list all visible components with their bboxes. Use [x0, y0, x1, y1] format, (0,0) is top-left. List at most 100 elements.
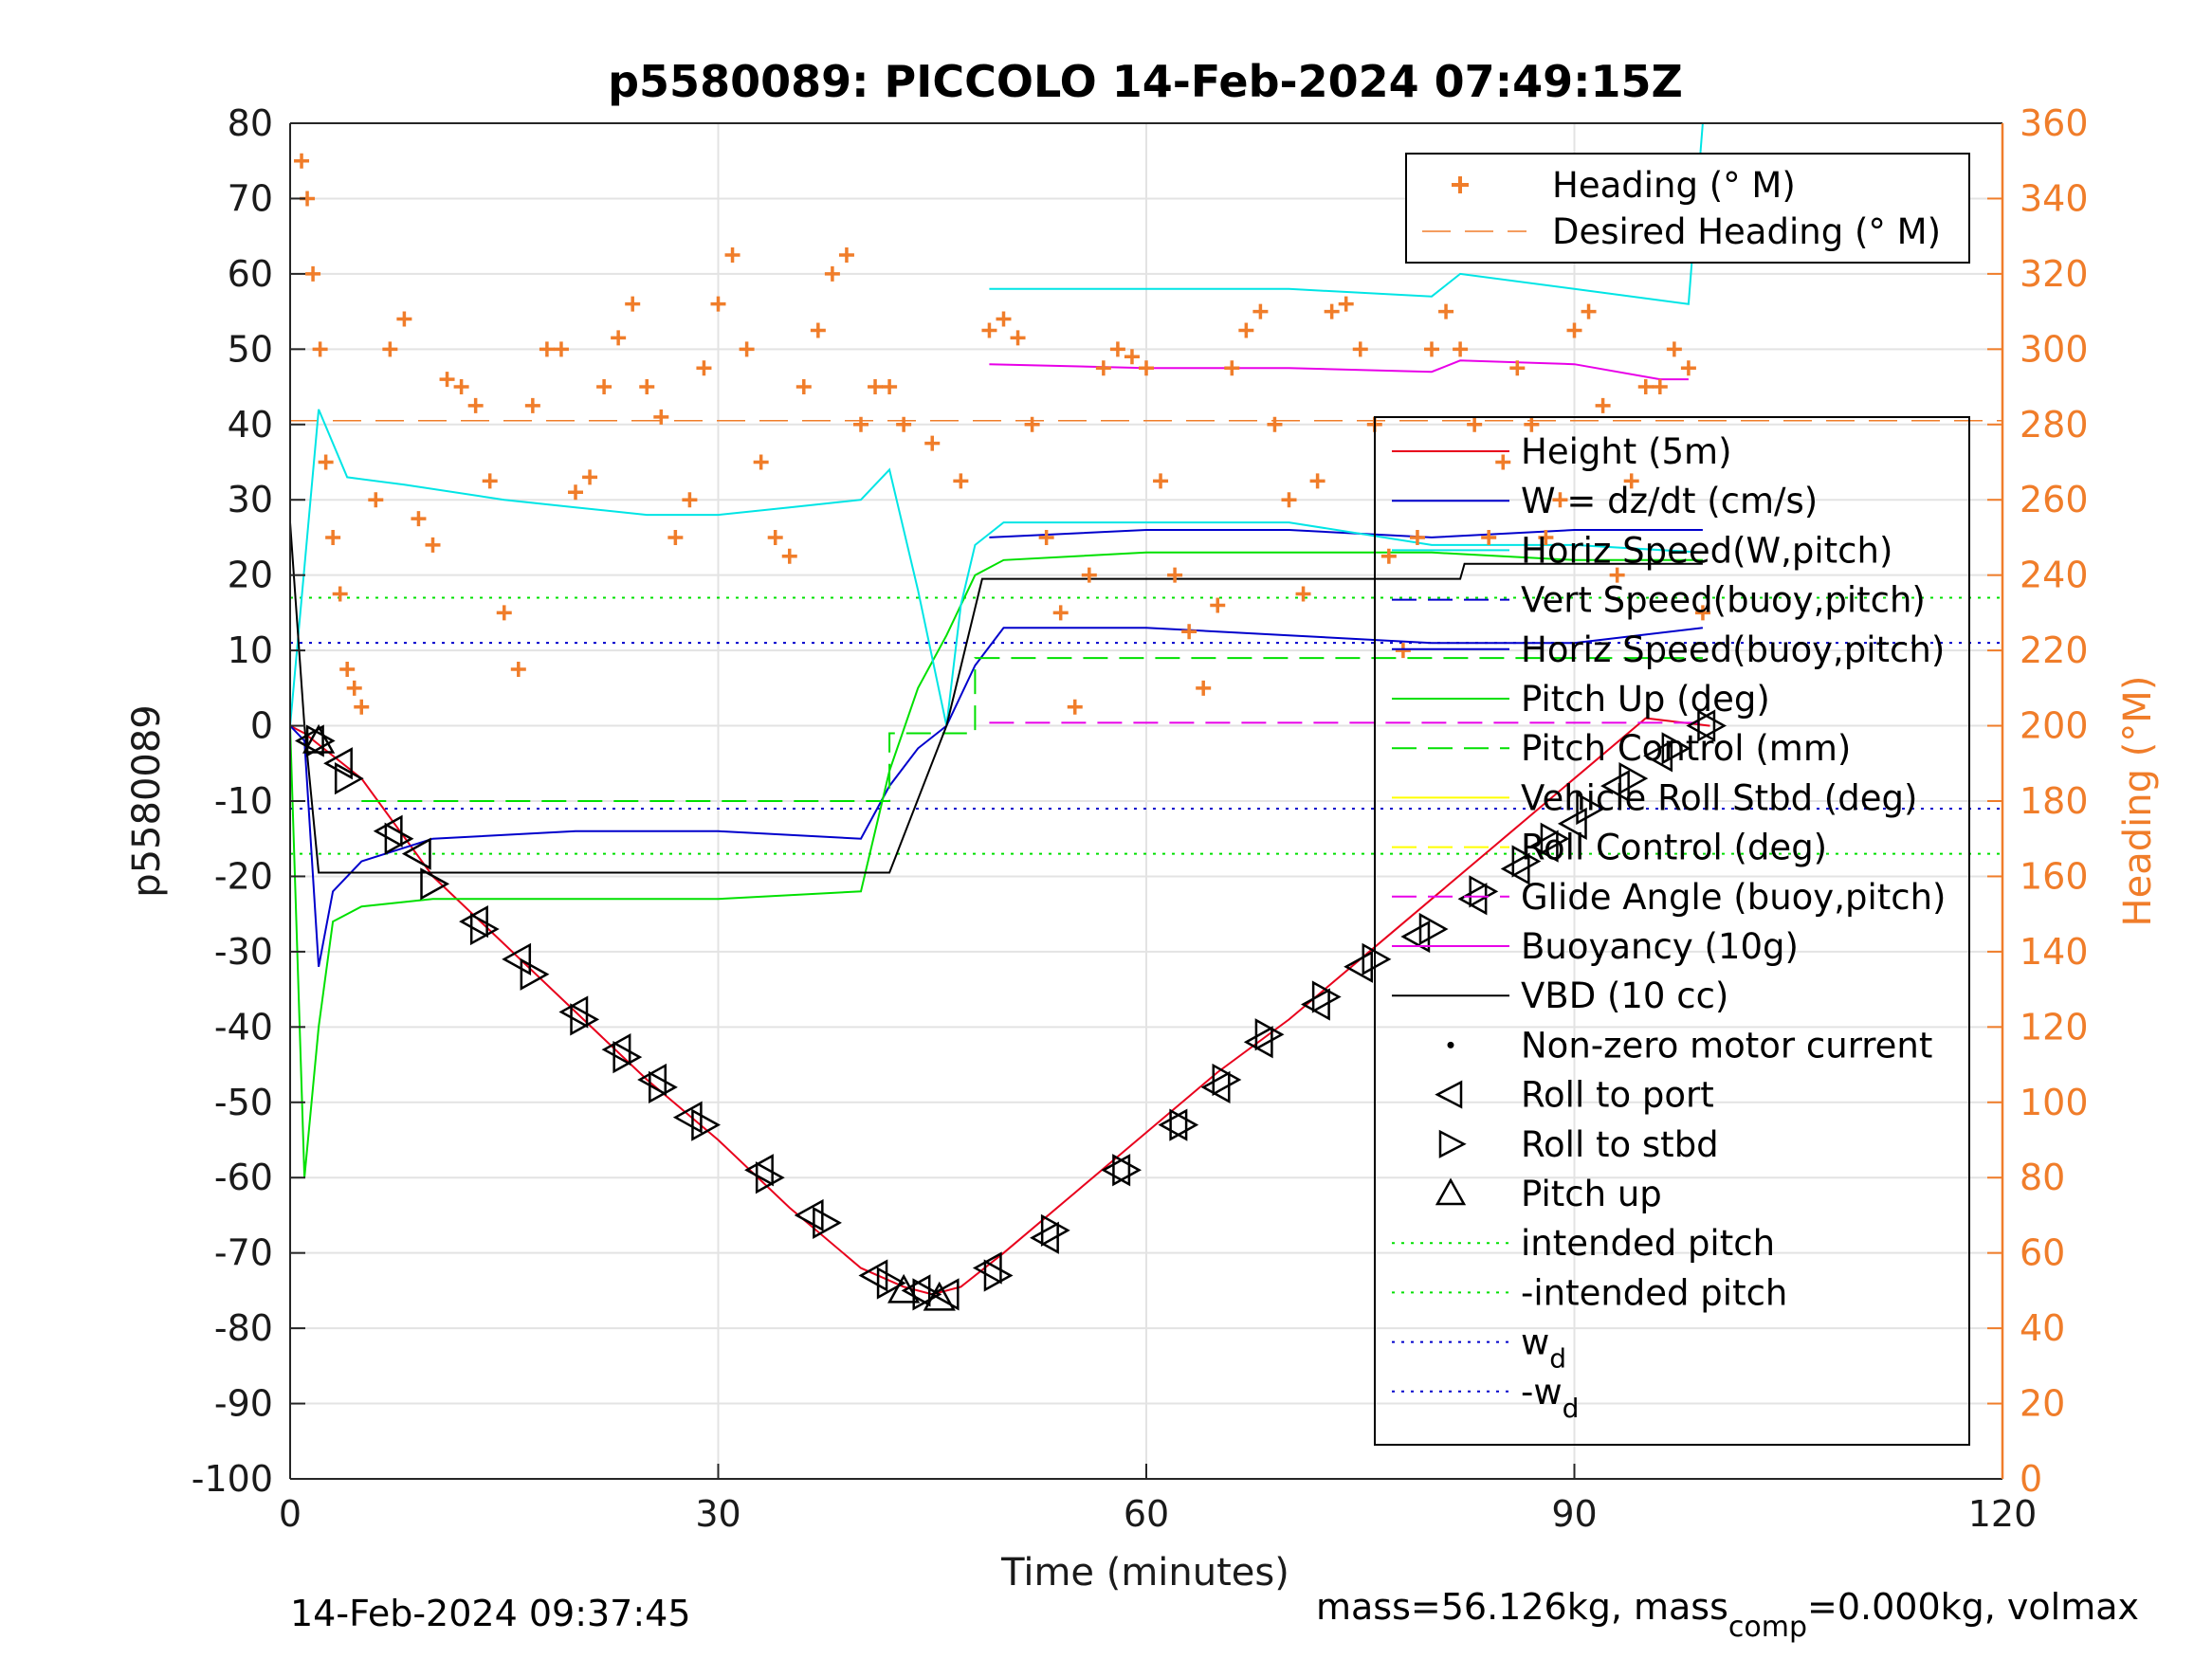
y2-tick-label: 0 — [2020, 1458, 2042, 1500]
heading-point — [1395, 643, 1411, 659]
legend-label: Horiz Speed(buoy,pitch) — [1521, 629, 1945, 670]
heading-point — [1424, 341, 1439, 357]
heading-point — [1095, 360, 1111, 376]
heading-point — [482, 473, 498, 489]
series-line — [989, 123, 1704, 305]
roll-stbd-marker — [469, 912, 500, 946]
roll-stbd-marker — [876, 1267, 906, 1300]
roll-stbd-marker — [612, 1040, 643, 1074]
heading-point — [305, 265, 321, 282]
y2-tick-label: 80 — [2020, 1157, 2065, 1198]
roll-port-marker — [1400, 920, 1431, 954]
heading-point — [1467, 416, 1483, 432]
roll-stbd-marker — [1469, 875, 1499, 908]
y-tick-label: -90 — [214, 1383, 273, 1425]
heading-point — [1196, 680, 1212, 696]
roll-stbd-marker — [1418, 912, 1449, 946]
roll-stbd-marker — [1540, 822, 1570, 855]
heading-point — [453, 379, 469, 395]
heading-point — [1109, 341, 1125, 357]
heading-point — [1181, 624, 1197, 640]
heading-point — [625, 296, 641, 312]
heading-point — [1010, 330, 1026, 346]
x-tick-label: 30 — [695, 1493, 740, 1535]
y-tick-label: -20 — [214, 855, 273, 897]
legend-label: Pitch Up (deg) — [1521, 679, 1770, 720]
legend-heading-swatch — [1452, 176, 1469, 193]
y-tick-label: 40 — [228, 404, 273, 446]
heading-layer — [294, 153, 1710, 715]
legend-label: W = dz/dt (cm/s) — [1521, 481, 1818, 521]
heading-point — [1338, 296, 1354, 312]
heading-point — [767, 529, 783, 545]
heading-point — [1352, 341, 1368, 357]
roll-stbd-marker — [813, 1206, 842, 1240]
heading-point — [1038, 529, 1054, 545]
y-tick-label: 70 — [228, 177, 273, 219]
heading-point — [325, 529, 341, 545]
heading-point — [810, 322, 826, 338]
roll-port-marker — [1557, 807, 1587, 840]
heading-point — [1324, 303, 1340, 319]
roll-port-marker — [401, 837, 431, 870]
roll-stbd-marker — [649, 1070, 678, 1104]
y2-tick-label: 320 — [2020, 253, 2089, 295]
heading-point — [1694, 605, 1710, 621]
heading-point — [1167, 567, 1183, 583]
roll-port-marker — [1030, 1221, 1059, 1254]
legend-heading-label: Heading (° M) — [1552, 165, 1796, 206]
roll-port-marker — [1158, 1108, 1188, 1141]
legend-label: Buoyancy (10g) — [1521, 926, 1799, 967]
heading-point — [582, 469, 598, 485]
roll-port-marker — [1600, 769, 1630, 803]
heading-point — [653, 409, 669, 425]
axes-frame — [289, 122, 2004, 1480]
y2-tick-label: 60 — [2020, 1232, 2065, 1274]
roll-stbd-marker — [983, 1259, 1014, 1292]
roll-stbd-marker — [691, 1108, 722, 1141]
heading-point — [524, 397, 540, 413]
heading-point — [1210, 597, 1226, 613]
roll-port-marker — [295, 724, 324, 757]
y-tick-label: 80 — [228, 102, 273, 144]
y-tick-label: 50 — [228, 328, 273, 370]
roll-port-marker — [502, 942, 532, 975]
legend-label: Roll to stbd — [1521, 1124, 1719, 1165]
footer-mass: mass=56.126kg, masscomp=0.000kg, volmax — [1316, 1586, 2139, 1644]
heading-point — [425, 537, 441, 553]
heading-point — [1495, 454, 1511, 470]
roll-port-marker — [1301, 988, 1330, 1021]
legend-label: Pitch Control (mm) — [1521, 728, 1851, 769]
roll-stbd-marker — [1212, 1063, 1242, 1097]
roll-stbd-marker — [1311, 980, 1342, 1013]
heading-point — [1081, 567, 1097, 583]
marker-layer — [295, 709, 1728, 1311]
y-axis-label: p5580089 — [125, 704, 169, 898]
legend-main: Height (5m) W = dz/dt (cm/s) Horiz Speed(W… — [1374, 416, 1970, 1446]
roll-port-marker — [794, 1198, 824, 1232]
roll-port-marker — [323, 747, 353, 780]
roll-port-marker — [558, 995, 589, 1029]
roll-stbd-marker — [334, 762, 364, 795]
heading-point — [1552, 492, 1568, 508]
legend-label: Non-zero motor current — [1521, 1025, 1932, 1066]
legend-heading-box — [1405, 153, 1970, 264]
heading-point — [1524, 416, 1540, 432]
heading-point — [1267, 416, 1283, 432]
roll-stbd-marker — [1576, 792, 1606, 826]
heading-point — [682, 492, 698, 508]
y2-axis-label: Heading (°M) — [2116, 676, 2160, 927]
y2-tick-label: 240 — [2020, 555, 2089, 596]
roll-stbd-marker — [1362, 942, 1392, 975]
y2-tick-label: 360 — [2020, 102, 2089, 144]
legend-swatch — [1435, 1080, 1463, 1109]
y-tick-label: -80 — [214, 1307, 273, 1349]
heading-point — [1481, 529, 1497, 545]
heading-point — [639, 379, 655, 395]
y-tick-label: 10 — [228, 629, 273, 671]
heading-point — [411, 511, 427, 527]
roll-stbd-marker — [1618, 762, 1649, 795]
series-line — [361, 657, 1703, 802]
heading-point — [354, 699, 370, 715]
